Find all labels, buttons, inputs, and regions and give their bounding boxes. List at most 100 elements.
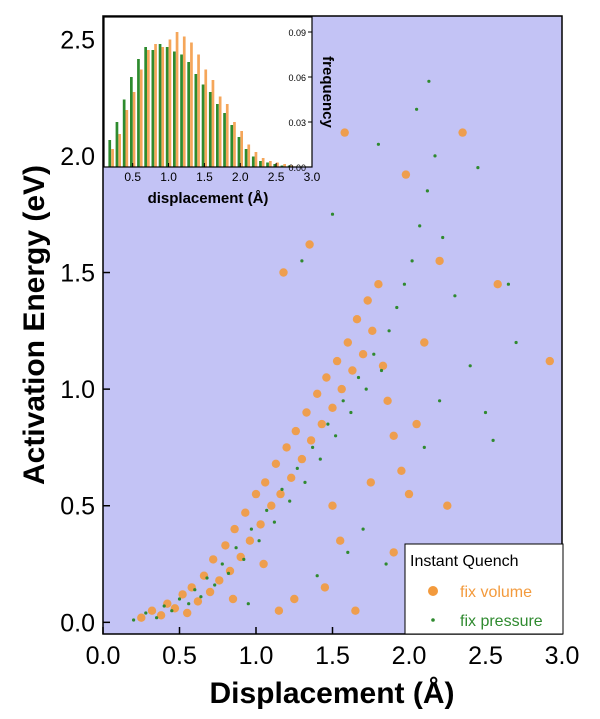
fix-pressure-point	[468, 364, 472, 368]
fix-pressure-bar	[173, 51, 176, 167]
fix-volume-bar	[261, 158, 265, 167]
inset-y-tick-label: 0.09	[288, 28, 306, 38]
fix-pressure-bar	[244, 149, 248, 167]
fix-volume-point	[374, 280, 383, 289]
fix-volume-bar	[269, 161, 272, 167]
fix-volume-bar	[240, 131, 243, 167]
fix-pressure-point	[387, 329, 391, 333]
fix-volume-point	[352, 315, 362, 324]
fix-pressure-point	[295, 466, 299, 470]
fix-pressure-point	[506, 282, 510, 286]
fix-volume-point	[458, 128, 467, 137]
y-tick-label: 0.5	[60, 493, 95, 521]
fix-volume-point	[267, 501, 276, 510]
fix-pressure-point	[199, 595, 203, 599]
fix-pressure-point	[395, 305, 399, 310]
fix-pressure-point	[246, 602, 250, 606]
fix-volume-point	[366, 478, 375, 487]
fix-volume-point	[368, 326, 377, 335]
fix-volume-bar	[225, 104, 229, 167]
fix-volume-bar	[182, 36, 186, 167]
fix-pressure-point	[311, 445, 315, 449]
fix-volume-point	[259, 559, 268, 569]
legend-marker-fix-volume	[428, 586, 438, 596]
fix-volume-point	[287, 473, 296, 482]
fix-pressure-bar	[216, 104, 219, 167]
fix-volume-point	[412, 419, 421, 429]
fix-volume-point	[313, 389, 322, 398]
fix-pressure-bar	[223, 113, 226, 167]
fix-volume-point	[228, 594, 238, 604]
fix-volume-point	[261, 478, 270, 487]
fix-pressure-point	[346, 550, 350, 555]
fix-volume-point	[435, 256, 444, 266]
x-tick-label: 2.0	[392, 642, 427, 670]
fix-volume-bar	[211, 80, 215, 167]
fix-pressure-point	[376, 142, 380, 146]
fix-pressure-point	[415, 107, 419, 111]
fix-pressure-point	[361, 527, 365, 531]
fix-pressure-point	[356, 375, 361, 380]
fix-volume-bar	[154, 44, 157, 167]
fix-volume-point	[348, 366, 357, 375]
fix-volume-point	[305, 240, 314, 249]
fix-volume-point	[358, 350, 368, 359]
y-tick-label: 2.0	[60, 143, 95, 171]
inset-x-axis-label: displacement (Å)	[148, 190, 269, 207]
inset-y-axis-label: frequency	[319, 56, 336, 128]
fix-volume-bar	[161, 47, 165, 167]
fix-pressure-point	[170, 609, 174, 613]
fix-volume-point	[279, 268, 288, 277]
fix-volume-point	[274, 606, 284, 615]
fix-pressure-point	[418, 224, 422, 228]
fix-volume-point	[389, 548, 398, 557]
fix-volume-bar	[254, 152, 258, 167]
fix-pressure-point	[427, 79, 431, 83]
fix-volume-point	[328, 403, 337, 412]
fix-volume-bar	[233, 122, 236, 167]
fix-volume-point	[221, 541, 230, 550]
fix-pressure-bar	[230, 125, 234, 167]
fix-volume-bar	[125, 110, 129, 167]
fix-pressure-bar	[115, 122, 119, 167]
fix-volume-bar	[204, 69, 208, 167]
fix-volume-point	[363, 296, 372, 305]
fix-pressure-point	[422, 445, 426, 449]
fix-volume-point	[291, 426, 300, 436]
y-tick-label: 2.5	[60, 26, 95, 54]
fix-pressure-point	[234, 546, 238, 550]
fix-pressure-point	[402, 282, 406, 286]
fix-pressure-point	[288, 499, 292, 503]
fix-volume-point	[401, 170, 411, 179]
fix-pressure-bar	[180, 54, 183, 167]
fix-volume-point	[317, 419, 326, 429]
fix-pressure-bar	[187, 62, 190, 167]
fix-pressure-point	[318, 457, 322, 461]
fix-volume-point	[337, 384, 346, 394]
fix-pressure-bar	[266, 162, 269, 167]
fix-pressure-point	[315, 574, 319, 578]
fix-volume-bar	[197, 54, 200, 167]
fix-volume-point	[383, 396, 392, 405]
fix-pressure-point	[433, 154, 437, 158]
fix-volume-point	[320, 583, 330, 592]
fix-pressure-bar	[237, 137, 241, 167]
fix-pressure-point	[514, 340, 518, 345]
fix-pressure-point	[372, 352, 376, 356]
fix-pressure-point	[364, 387, 368, 391]
inset-x-tick-label: 1.5	[196, 170, 213, 184]
fix-pressure-point	[155, 616, 159, 620]
main-y-axis-label: Activation Energy (eV)	[18, 165, 51, 485]
fix-volume-point	[147, 606, 157, 615]
fix-pressure-bar	[158, 44, 162, 167]
fix-volume-bar	[132, 92, 136, 167]
inset-x-tick-label: 1.0	[160, 170, 177, 184]
fix-pressure-point	[226, 571, 231, 576]
fix-pressure-bar	[259, 161, 262, 167]
fix-pressure-bar	[137, 59, 140, 167]
fix-volume-point	[230, 524, 239, 534]
x-tick-label: 1.0	[239, 642, 274, 670]
fix-pressure-bar	[122, 99, 126, 167]
fix-pressure-point	[303, 480, 307, 484]
